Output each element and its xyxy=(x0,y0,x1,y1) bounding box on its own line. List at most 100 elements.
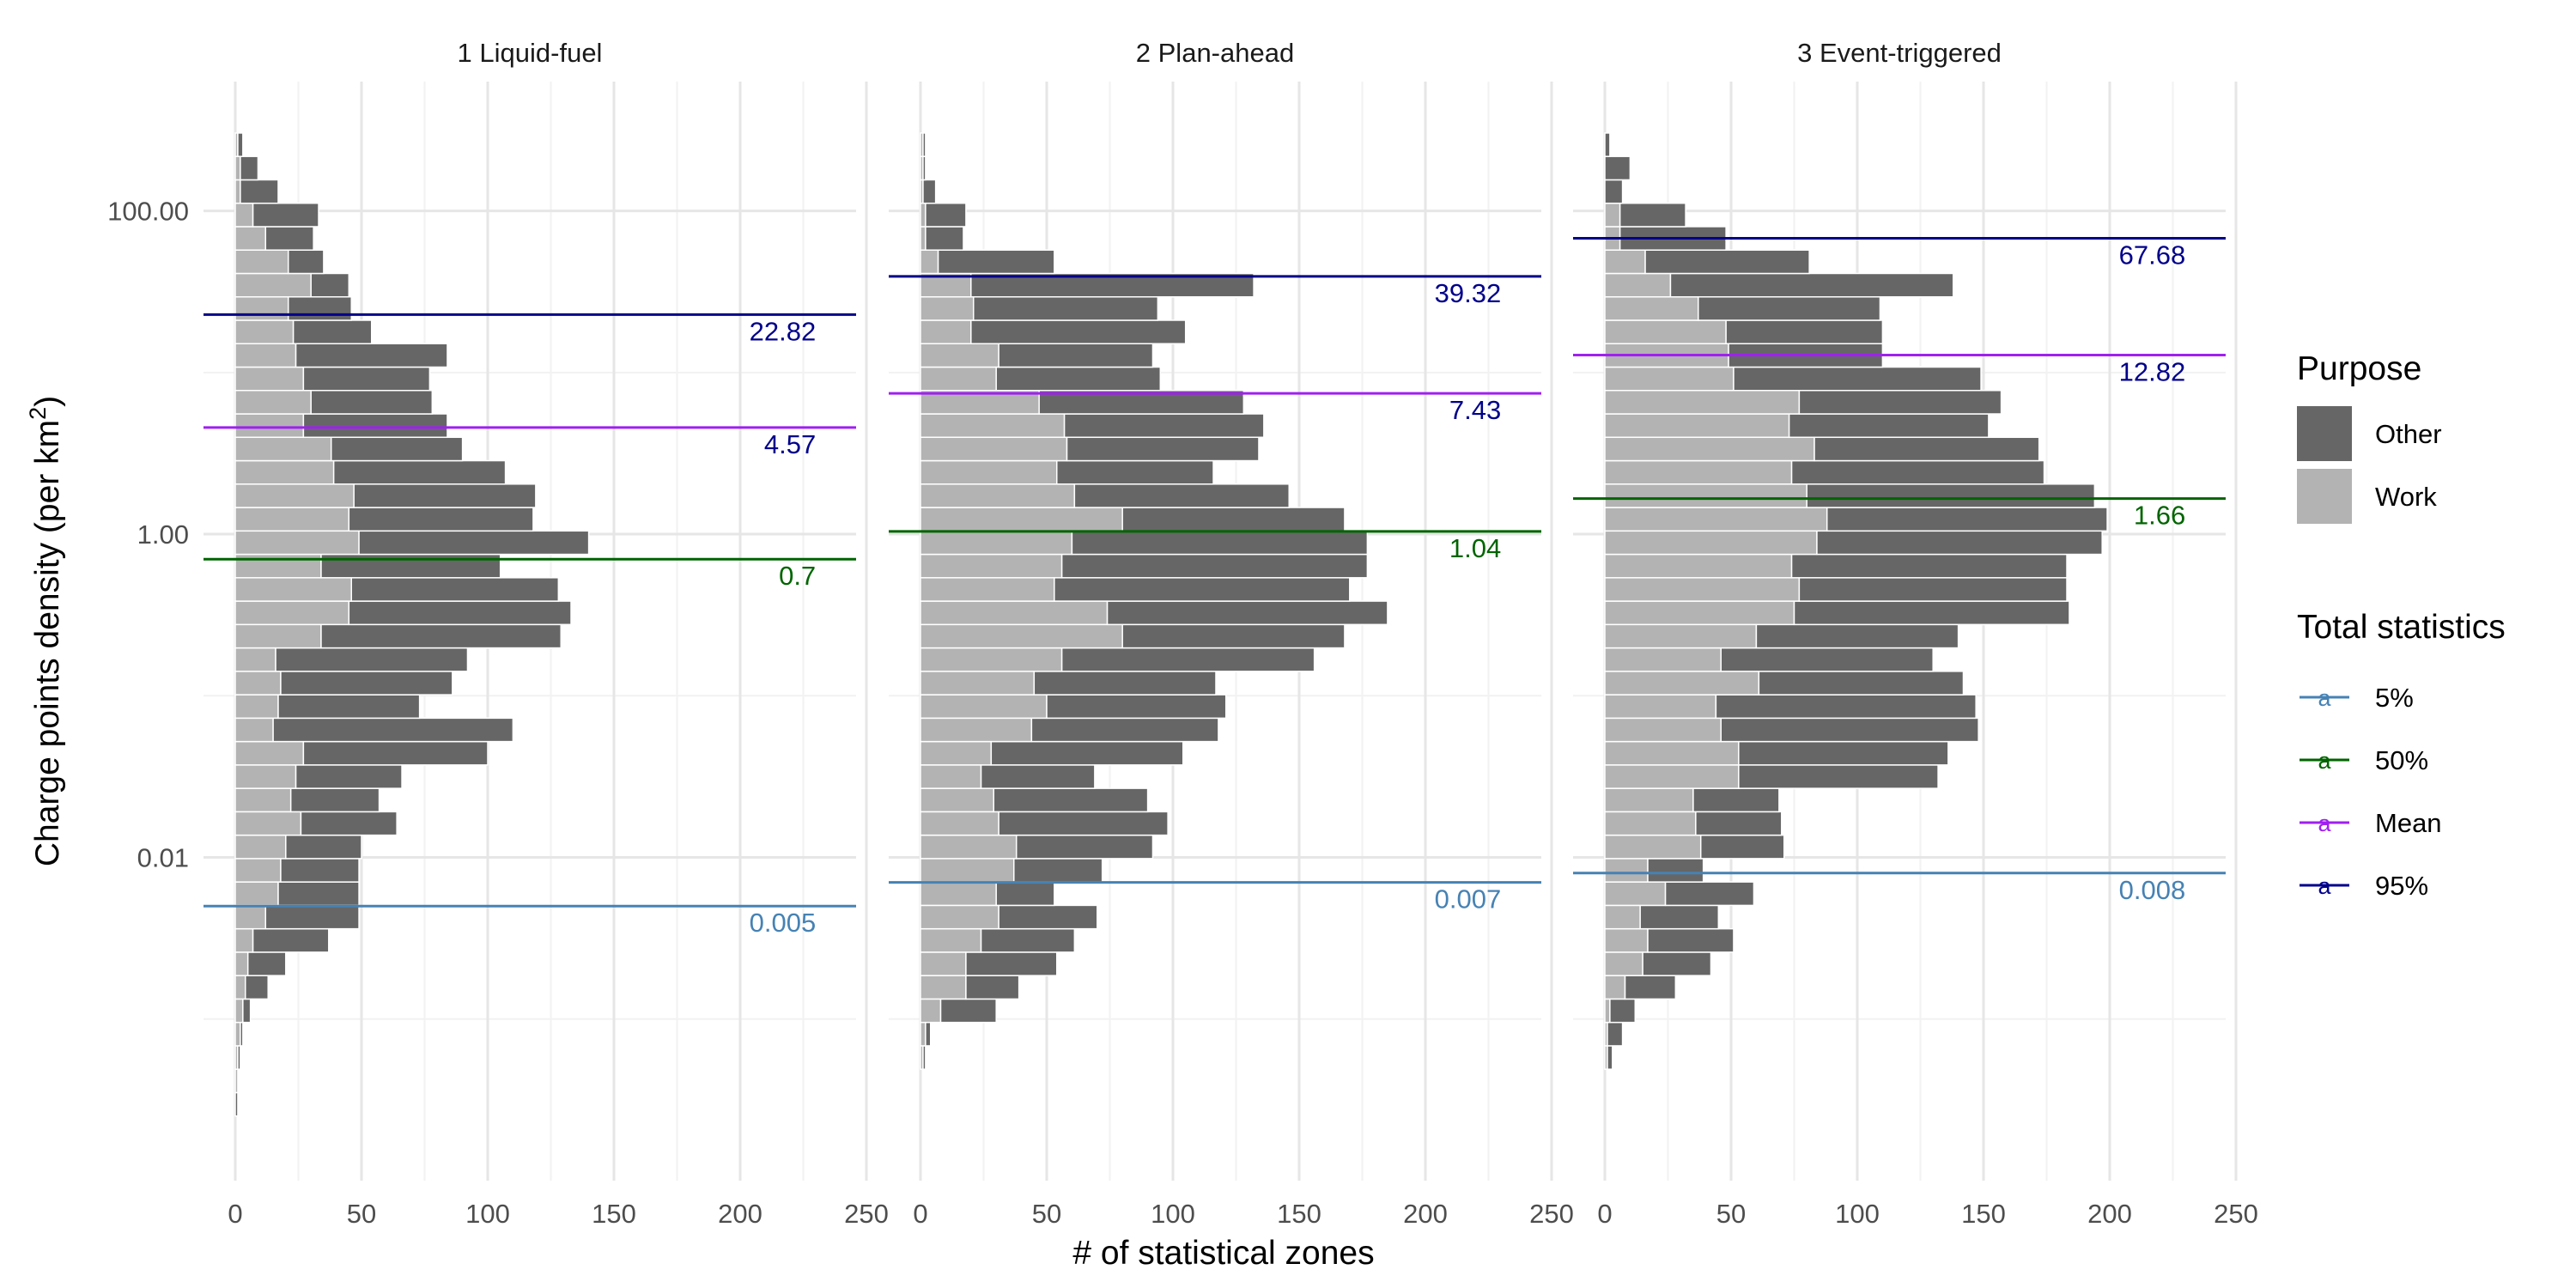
bar-other xyxy=(1788,413,1990,439)
bar-other xyxy=(1738,764,1939,789)
bar-work xyxy=(234,179,241,204)
bar-work xyxy=(1604,249,1646,275)
bar-work xyxy=(920,811,999,836)
bar-work xyxy=(234,951,249,976)
panel-title: 1 Liquid-fuel xyxy=(458,38,603,68)
bar-other xyxy=(246,951,287,976)
legend-label-p50: 50% xyxy=(2375,745,2428,775)
bar-work xyxy=(920,671,1036,696)
x-tick-label: 0 xyxy=(228,1199,242,1229)
legend-label-mean: Mean xyxy=(2375,808,2442,838)
bar-other xyxy=(1030,717,1219,743)
x-tick-label: 200 xyxy=(718,1199,762,1229)
bar-other xyxy=(1063,413,1265,439)
bar-work xyxy=(920,366,997,392)
bar-work xyxy=(234,436,332,462)
bar-other xyxy=(1073,483,1290,508)
bar-work xyxy=(920,904,999,930)
bar-other xyxy=(280,671,453,696)
bar-work xyxy=(920,951,967,976)
bar-other xyxy=(1121,623,1346,649)
bar-other xyxy=(922,179,937,204)
bar-work xyxy=(920,319,972,344)
bar-work xyxy=(920,647,1063,672)
bar-other xyxy=(240,1021,244,1047)
legend-title-purpose: Purpose xyxy=(2297,350,2421,387)
bar-other xyxy=(1619,202,1686,228)
bar-other xyxy=(295,343,448,368)
bar-work xyxy=(920,343,999,368)
bar-work xyxy=(1604,623,1758,649)
legend-swatch-work xyxy=(2297,469,2352,524)
bar-other xyxy=(925,1021,932,1047)
legend-glyph-mean: a xyxy=(2318,811,2331,836)
y-axis-title-superscript: 2 xyxy=(25,407,51,420)
bar-work xyxy=(1604,787,1694,813)
bar-work xyxy=(920,459,1058,485)
bar-other xyxy=(275,647,469,672)
stat-label-p50: 0.7 xyxy=(779,561,816,591)
bar-other xyxy=(1733,366,1982,392)
bar-work xyxy=(1604,507,1828,532)
bar-work xyxy=(1604,647,1722,672)
bar-work xyxy=(920,623,1123,649)
y-axis-title: Charge points density (per km2) xyxy=(25,396,66,866)
bar-other xyxy=(287,295,352,321)
bar-work xyxy=(234,811,302,836)
bar-work xyxy=(920,295,975,321)
bar-other xyxy=(993,787,1149,813)
bar-other xyxy=(1698,295,1881,321)
stat-label-p5: 0.008 xyxy=(2119,875,2186,905)
bar-work xyxy=(234,272,312,298)
bar-other xyxy=(995,881,1055,907)
bar-work xyxy=(1604,272,1672,298)
stat-label-p95: 22.82 xyxy=(750,316,817,346)
x-tick-label: 50 xyxy=(347,1199,376,1229)
bar-work xyxy=(920,975,967,1000)
bar-work xyxy=(1604,927,1649,953)
bar-work xyxy=(920,202,927,228)
panel-2: 0.007 1.04 7.43 39.32 2 Plan-ahead 0 50 100 150 2… xyxy=(889,38,1574,1229)
bar-other xyxy=(1644,249,1810,275)
bar-work xyxy=(234,717,274,743)
bar-other xyxy=(240,155,259,181)
bar-work xyxy=(234,787,292,813)
bar-other xyxy=(1692,787,1780,813)
bar-work xyxy=(1604,390,1801,415)
bar-other xyxy=(1806,483,2096,508)
bar-work xyxy=(234,202,254,228)
x-tick-label: 0 xyxy=(1597,1199,1612,1229)
bar-work xyxy=(234,507,350,532)
bar-other xyxy=(302,740,489,766)
y-axis-title-main: Charge points density (per km xyxy=(29,420,66,866)
bar-work xyxy=(1604,811,1697,836)
bar-other xyxy=(1609,998,1637,1024)
bar-other xyxy=(252,202,319,228)
legend-glyph-p5: a xyxy=(2318,685,2331,711)
bar-work xyxy=(234,249,289,275)
bar-other xyxy=(1758,671,1965,696)
x-tick-label: 50 xyxy=(1716,1199,1746,1229)
bar-work xyxy=(920,577,1055,602)
bar-other xyxy=(1060,553,1369,579)
bar-other xyxy=(1639,904,1720,930)
bar-other xyxy=(937,249,1055,275)
bar-other xyxy=(1755,623,1959,649)
bar-other xyxy=(272,717,514,743)
bar-other xyxy=(1056,459,1214,485)
bar-work xyxy=(1604,694,1717,720)
bar-other xyxy=(358,530,590,556)
bar-other xyxy=(1046,694,1227,720)
bar-work xyxy=(234,904,267,930)
bar-other xyxy=(348,507,534,532)
x-tick-label: 250 xyxy=(844,1199,889,1229)
stat-label-p50: 1.04 xyxy=(1449,533,1501,563)
x-axis-title: # of statistical zones xyxy=(1072,1235,1374,1272)
stat-label-p5: 0.005 xyxy=(750,908,817,938)
bar-other xyxy=(1669,272,1954,298)
y-tick-label: 0.01 xyxy=(137,843,189,873)
y-tick-label: 100.00 xyxy=(107,197,189,227)
chart-panels: 0.005 0.7 4.57 22.82 1 Liquid-fuel 0 50 100 150 2… xyxy=(204,38,2258,1229)
bar-work xyxy=(920,927,982,953)
bar-other xyxy=(1826,507,2108,532)
